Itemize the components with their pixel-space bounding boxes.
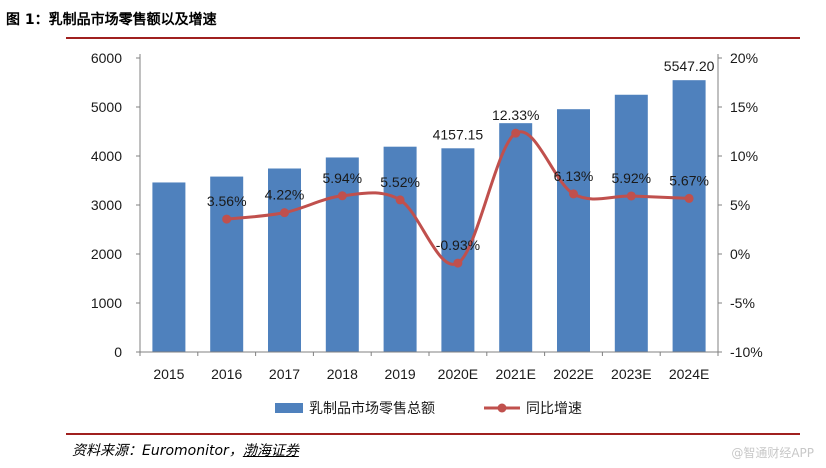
x-axis-tick-label: 2020E [438, 366, 478, 382]
growth-label-2020E: -0.93% [436, 237, 480, 253]
growth-line [226, 130, 690, 266]
growth-point-2016 [222, 214, 232, 224]
source-note: 资料来源：Euromonitor，渤海证券 [72, 440, 299, 460]
source-main: Euromonitor， [142, 443, 243, 459]
growth-label-2017: 4.22% [265, 187, 305, 203]
growth-label-2022E: 6.13% [554, 168, 594, 184]
left-axis-tick-label: 4000 [91, 148, 122, 164]
x-axis-tick-label: 2018 [327, 366, 358, 382]
bar-2015 [152, 182, 186, 352]
growth-label-2016: 3.56% [207, 193, 247, 209]
growth-label-2021E: 12.33% [492, 107, 539, 123]
growth-label-2023E: 5.92% [611, 170, 651, 186]
left-axis-tick-label: 2000 [91, 246, 122, 262]
x-axis-tick-label: 2021E [495, 366, 535, 382]
bar-2016 [210, 176, 244, 352]
bar-2022E [557, 109, 590, 352]
bar-2021E [499, 123, 533, 352]
x-axis-tick-label: 2022E [553, 366, 593, 382]
growth-point-2019 [395, 195, 405, 205]
growth-label-2024E: 5.67% [669, 172, 709, 188]
bar-2019 [383, 146, 417, 352]
data-labels: 3.56% 4.22% 5.94% 5.52% -0.93% 12.33% 6.13% 5.9… [207, 58, 715, 253]
left-axis-tick-label: 5000 [91, 99, 122, 115]
right-axis-tick-label: 0% [730, 246, 750, 262]
right-axis-tick-label: -5% [730, 295, 755, 311]
figure-title: 图 1：乳制品市场零售额以及增速 [6, 12, 217, 28]
x-axis-tick-label: 2015 [153, 366, 184, 382]
growth-point-2021E [511, 128, 521, 138]
bar-2024E [672, 80, 706, 353]
left-axis-tick-label: 3000 [91, 197, 122, 213]
x-axis-tick-label: 2016 [211, 366, 242, 382]
x-axis-tick-label: 2024E [669, 366, 709, 382]
x-axis-tick-label: 2017 [269, 366, 300, 382]
bar-2018 [325, 157, 359, 352]
left-axis-tick-label: 1000 [91, 295, 122, 311]
legend-label-bar: 乳制品市场零售总额 [309, 400, 435, 417]
bar-series [152, 80, 706, 353]
growth-line-series [222, 128, 694, 268]
right-axis-tick-label: 10% [730, 148, 758, 164]
right-axis-tick-label: 15% [730, 99, 758, 115]
growth-point-2018 [337, 191, 347, 201]
source-org: 渤海证券 [242, 443, 299, 459]
bar-label-2020E: 4157.15 [433, 126, 484, 142]
watermark: @智通财经APP [731, 446, 814, 460]
growth-point-2024E [684, 193, 694, 203]
x-axis-tick-label: 2023E [611, 366, 651, 382]
source-rule [66, 433, 800, 435]
x-axis-tick-label: 2019 [385, 366, 416, 382]
right-axis-tick-label: -10% [730, 344, 763, 360]
growth-point-2020E [453, 258, 463, 268]
title-rule [66, 37, 800, 39]
growth-label-2018: 5.94% [322, 170, 362, 186]
bar-2023E [614, 94, 648, 352]
legend: 乳制品市场零售总额 同比增速 [275, 400, 582, 417]
growth-point-2022E [569, 189, 578, 199]
left-axis-tick-label: 6000 [91, 50, 122, 66]
legend-swatch-marker [497, 403, 507, 413]
growth-point-2023E [626, 191, 636, 201]
legend-swatch-bar [275, 403, 303, 413]
growth-point-2017 [280, 208, 289, 218]
bar-label-2024E: 5547.20 [664, 58, 715, 74]
left-axis-tick-label: 0 [114, 344, 122, 360]
growth-label-2019: 5.52% [380, 174, 420, 190]
axes: 0 1000 2000 3000 4000 5000 6000 -10% -5% 0% 5% 10% 1… [91, 50, 763, 382]
right-axis-tick-label: 20% [730, 50, 758, 66]
source-label: 资料来源： [72, 443, 142, 459]
legend-label-line: 同比增速 [526, 401, 582, 417]
bar-2017 [268, 168, 301, 352]
right-axis-tick-label: 5% [730, 197, 750, 213]
